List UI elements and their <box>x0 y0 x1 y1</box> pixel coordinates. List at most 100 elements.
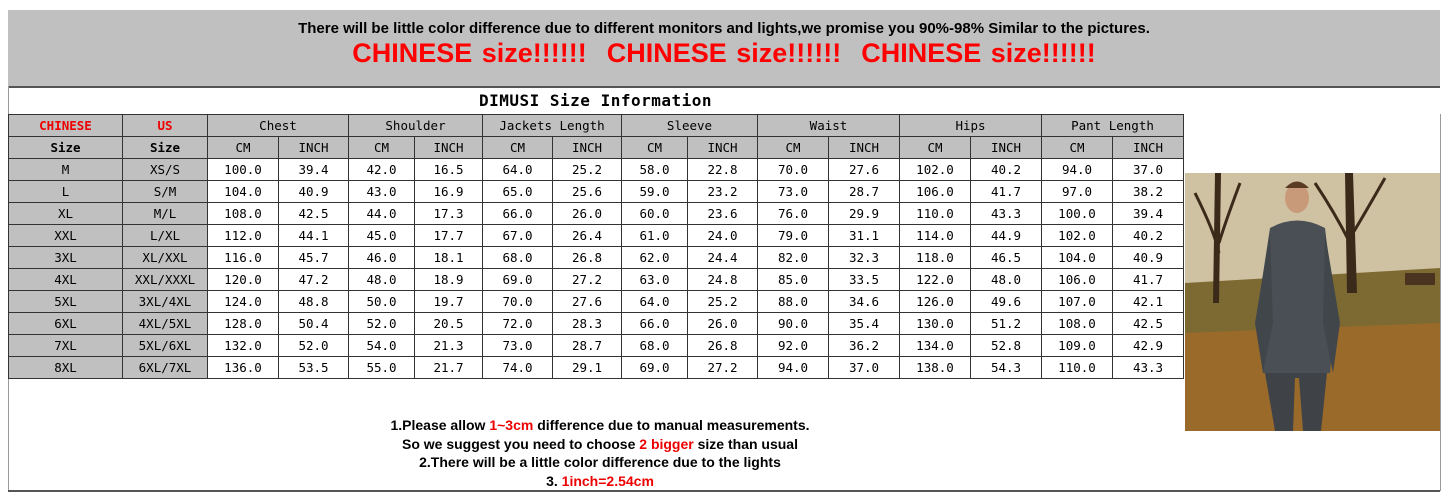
table-row: XXL L/XL 112.0 44.1 45.0 17.7 67.0 26.4 61.0 24.0… <box>8 224 1184 247</box>
measurement-cell: 29.1 <box>552 356 622 379</box>
measurement-cell: 64.0 <box>482 158 553 181</box>
unit-header: INCH <box>278 136 349 159</box>
measurement-cell: 59.0 <box>621 180 688 203</box>
measurement-cell: 104.0 <box>1041 246 1113 269</box>
measurement-cell: 134.0 <box>899 334 971 357</box>
size-cell: 6XL <box>8 312 123 335</box>
measurement-cell: 27.2 <box>687 356 758 379</box>
table-row: M XS/S 100.0 39.4 42.0 16.5 64.0 25.2 58.0 22.8 70… <box>8 158 1184 181</box>
measurement-cell: 136.0 <box>207 356 279 379</box>
measurement-cell: 20.5 <box>414 312 483 335</box>
table-row: 8XL 6XL/7XL 136.0 53.5 55.0 21.7 74.0 29.1 69.0 2… <box>8 356 1184 379</box>
size-cell: 5XL/6XL <box>122 334 208 357</box>
measurement-cell: 27.6 <box>828 158 900 181</box>
measurement-cell: 62.0 <box>621 246 688 269</box>
measurement-cell: 46.0 <box>348 246 415 269</box>
measurement-cell: 54.3 <box>970 356 1042 379</box>
measurement-cell: 128.0 <box>207 312 279 335</box>
measurement-cell: 97.0 <box>1041 180 1113 203</box>
measurement-header: Sleeve <box>621 114 758 137</box>
size-label-header: Size <box>8 136 123 159</box>
table-row: 3XL XL/XXL 116.0 45.7 46.0 18.1 68.0 26.8 62.0 24… <box>8 246 1184 269</box>
measurement-header: Pant Length <box>1041 114 1184 137</box>
measurement-cell: 47.2 <box>278 268 349 291</box>
measurement-cell: 110.0 <box>899 202 971 225</box>
measurement-cell: 73.0 <box>757 180 829 203</box>
measurement-cell: 21.7 <box>414 356 483 379</box>
measurement-cell: 25.6 <box>552 180 622 203</box>
size-cell: 3XL <box>8 246 123 269</box>
measurement-cell: 24.8 <box>687 268 758 291</box>
table-row: L S/M 104.0 40.9 43.0 16.9 65.0 25.6 59.0 23.2 73.… <box>8 180 1184 203</box>
header-row-groups: CHINESE US Chest Shoulder Jackets Length Slee… <box>8 114 1184 137</box>
size-cell: XXL/XXXL <box>122 268 208 291</box>
chinese-size-warning: CHINESE size!!!!!! CHINESE size!!!!!! CHIN… <box>352 38 1096 68</box>
measurement-cell: 44.1 <box>278 224 349 247</box>
measurement-cell: 88.0 <box>757 290 829 313</box>
size-cell: XL <box>8 202 123 225</box>
measurement-cell: 33.5 <box>828 268 900 291</box>
note-3: 3. 1inch=2.54cm <box>546 472 654 489</box>
measurement-cell: 25.2 <box>687 290 758 313</box>
measurement-cell: 106.0 <box>1041 268 1113 291</box>
measurement-cell: 40.9 <box>278 180 349 203</box>
measurement-cell: 37.0 <box>828 356 900 379</box>
measurement-cell: 48.0 <box>970 268 1042 291</box>
unit-header: INCH <box>414 136 483 159</box>
measurement-header: Chest <box>207 114 349 137</box>
divider <box>8 490 1440 492</box>
measurement-cell: 17.3 <box>414 202 483 225</box>
measurement-cell: 55.0 <box>348 356 415 379</box>
measurement-cell: 44.9 <box>970 224 1042 247</box>
measurement-cell: 43.3 <box>970 202 1042 225</box>
measurement-cell: 43.0 <box>348 180 415 203</box>
size-label-header: Size <box>122 136 208 159</box>
measurement-cell: 102.0 <box>1041 224 1113 247</box>
table-title: DIMUSI Size Information <box>478 91 713 110</box>
measurement-cell: 52.0 <box>278 334 349 357</box>
measurement-cell: 61.0 <box>621 224 688 247</box>
measurement-cell: 120.0 <box>207 268 279 291</box>
measurement-cell: 16.9 <box>414 180 483 203</box>
measurement-cell: 37.0 <box>1112 158 1184 181</box>
measurement-cell: 40.2 <box>1112 224 1184 247</box>
measurement-cell: 69.0 <box>482 268 553 291</box>
measurement-cell: 31.1 <box>828 224 900 247</box>
measurement-cell: 28.3 <box>552 312 622 335</box>
measurement-cell: 26.4 <box>552 224 622 247</box>
photo-frame <box>1183 114 1441 491</box>
measurement-cell: 112.0 <box>207 224 279 247</box>
measurement-cell: 27.2 <box>552 268 622 291</box>
measurement-cell: 27.6 <box>552 290 622 313</box>
table-row: 5XL 3XL/4XL 124.0 48.8 50.0 19.7 70.0 27.6 64.0 2… <box>8 290 1184 313</box>
table-row: 6XL 4XL/5XL 128.0 50.4 52.0 20.5 72.0 28.3 66.0 2… <box>8 312 1184 335</box>
measurement-cell: 69.0 <box>621 356 688 379</box>
measurement-cell: 39.4 <box>1112 202 1184 225</box>
measurement-cell: 34.6 <box>828 290 900 313</box>
size-cell: L <box>8 180 123 203</box>
size-notes: 1.Please allow 1~3cm difference due to m… <box>300 416 900 490</box>
measurement-cell: 24.0 <box>687 224 758 247</box>
unit-header: CM <box>482 136 553 159</box>
measurement-cell: 79.0 <box>757 224 829 247</box>
measurement-cell: 60.0 <box>621 202 688 225</box>
measurement-cell: 68.0 <box>482 246 553 269</box>
measurement-cell: 92.0 <box>757 334 829 357</box>
measurement-cell: 102.0 <box>899 158 971 181</box>
measurement-cell: 66.0 <box>621 312 688 335</box>
measurement-header: Jackets Length <box>482 114 622 137</box>
measurement-cell: 67.0 <box>482 224 553 247</box>
measurement-cell: 106.0 <box>899 180 971 203</box>
measurement-cell: 72.0 <box>482 312 553 335</box>
measurement-cell: 25.2 <box>552 158 622 181</box>
unit-header: CM <box>1041 136 1113 159</box>
measurement-cell: 28.7 <box>552 334 622 357</box>
measurement-cell: 42.5 <box>1112 312 1184 335</box>
measurement-cell: 42.0 <box>348 158 415 181</box>
measurement-cell: 70.0 <box>482 290 553 313</box>
measurement-cell: 76.0 <box>757 202 829 225</box>
measurement-header: Waist <box>757 114 900 137</box>
measurement-cell: 82.0 <box>757 246 829 269</box>
unit-header: INCH <box>552 136 622 159</box>
size-cell: 8XL <box>8 356 123 379</box>
